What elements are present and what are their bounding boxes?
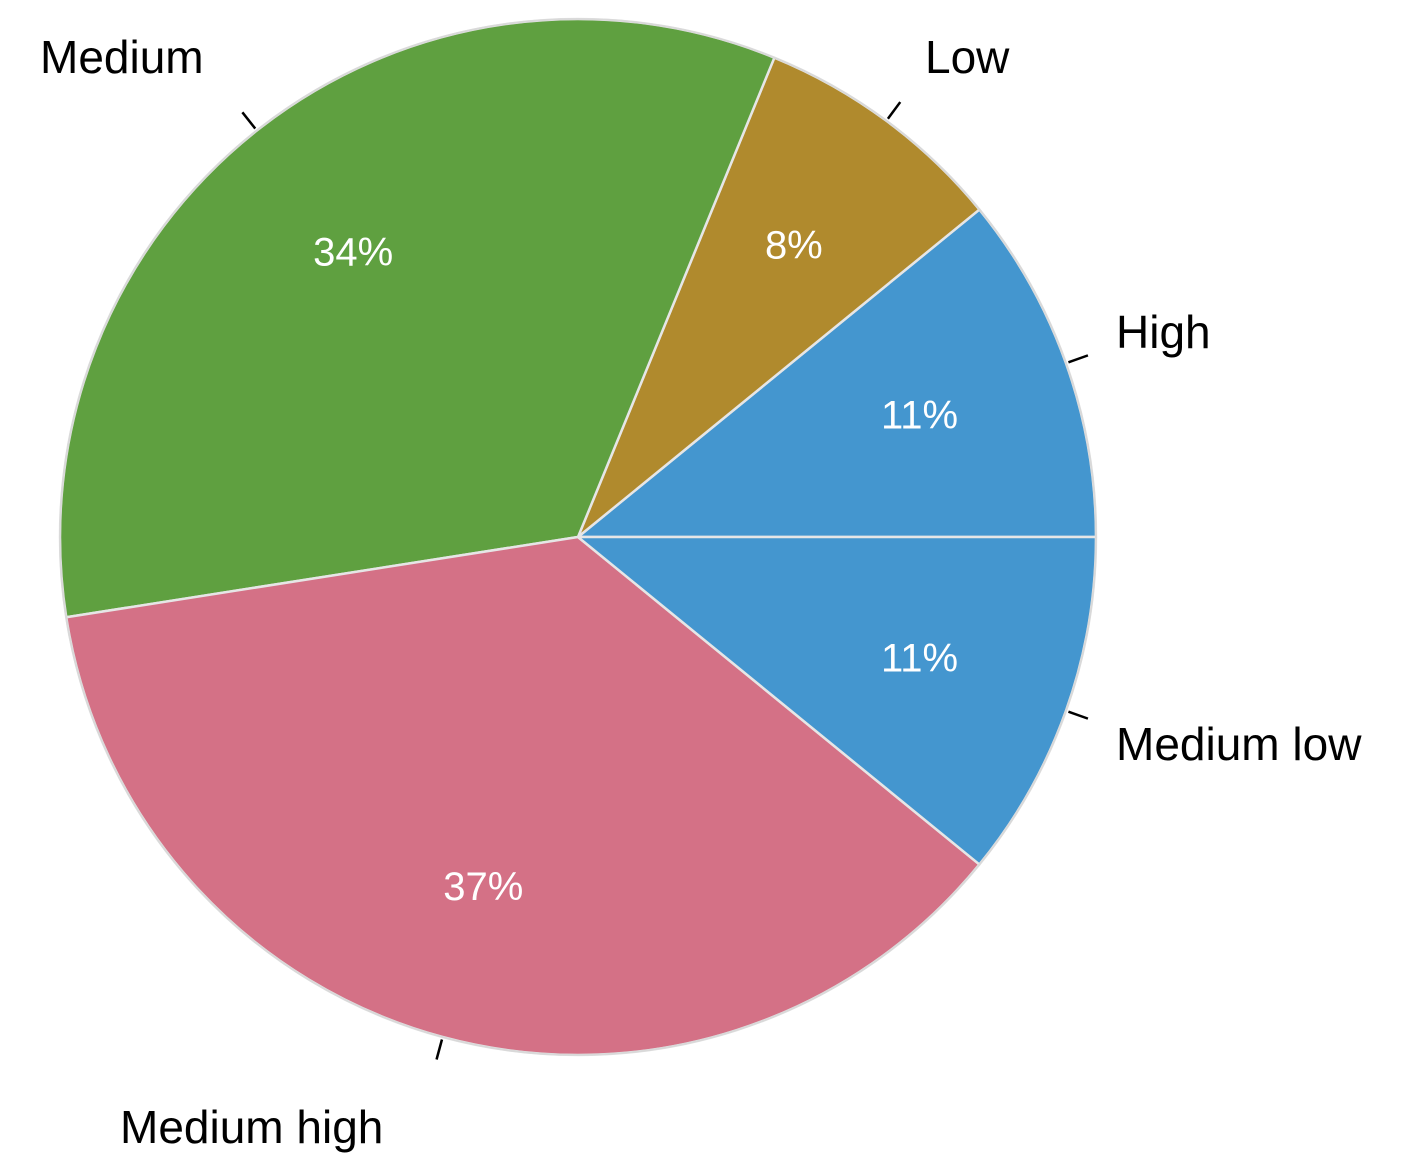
tick-low xyxy=(886,101,902,120)
value-label-high: 11% xyxy=(881,393,958,437)
category-label-high: High xyxy=(1116,306,1211,358)
value-label-low: 8% xyxy=(765,224,823,268)
pie-slices xyxy=(58,17,1098,1057)
pie-outline xyxy=(59,18,1097,1056)
tick-medium-high xyxy=(435,1039,444,1060)
category-label-medium: Medium xyxy=(40,31,204,83)
category-label-medium-low: Medium low xyxy=(1116,718,1362,770)
category-label-low: Low xyxy=(925,31,1010,83)
value-labels: 11% 8% 34% 37% 11% xyxy=(313,224,958,909)
value-label-medium-low: 11% xyxy=(881,637,958,681)
category-label-medium-high: Medium high xyxy=(120,1101,383,1153)
value-label-medium-high: 37% xyxy=(443,865,523,909)
value-label-medium: 34% xyxy=(313,231,393,275)
label-ticks xyxy=(241,101,1089,1060)
category-labels: High Low Medium Medium high Medium low xyxy=(40,31,1362,1153)
tick-medium xyxy=(241,111,257,130)
tick-high xyxy=(1067,354,1089,364)
tick-medium-low xyxy=(1067,710,1089,720)
